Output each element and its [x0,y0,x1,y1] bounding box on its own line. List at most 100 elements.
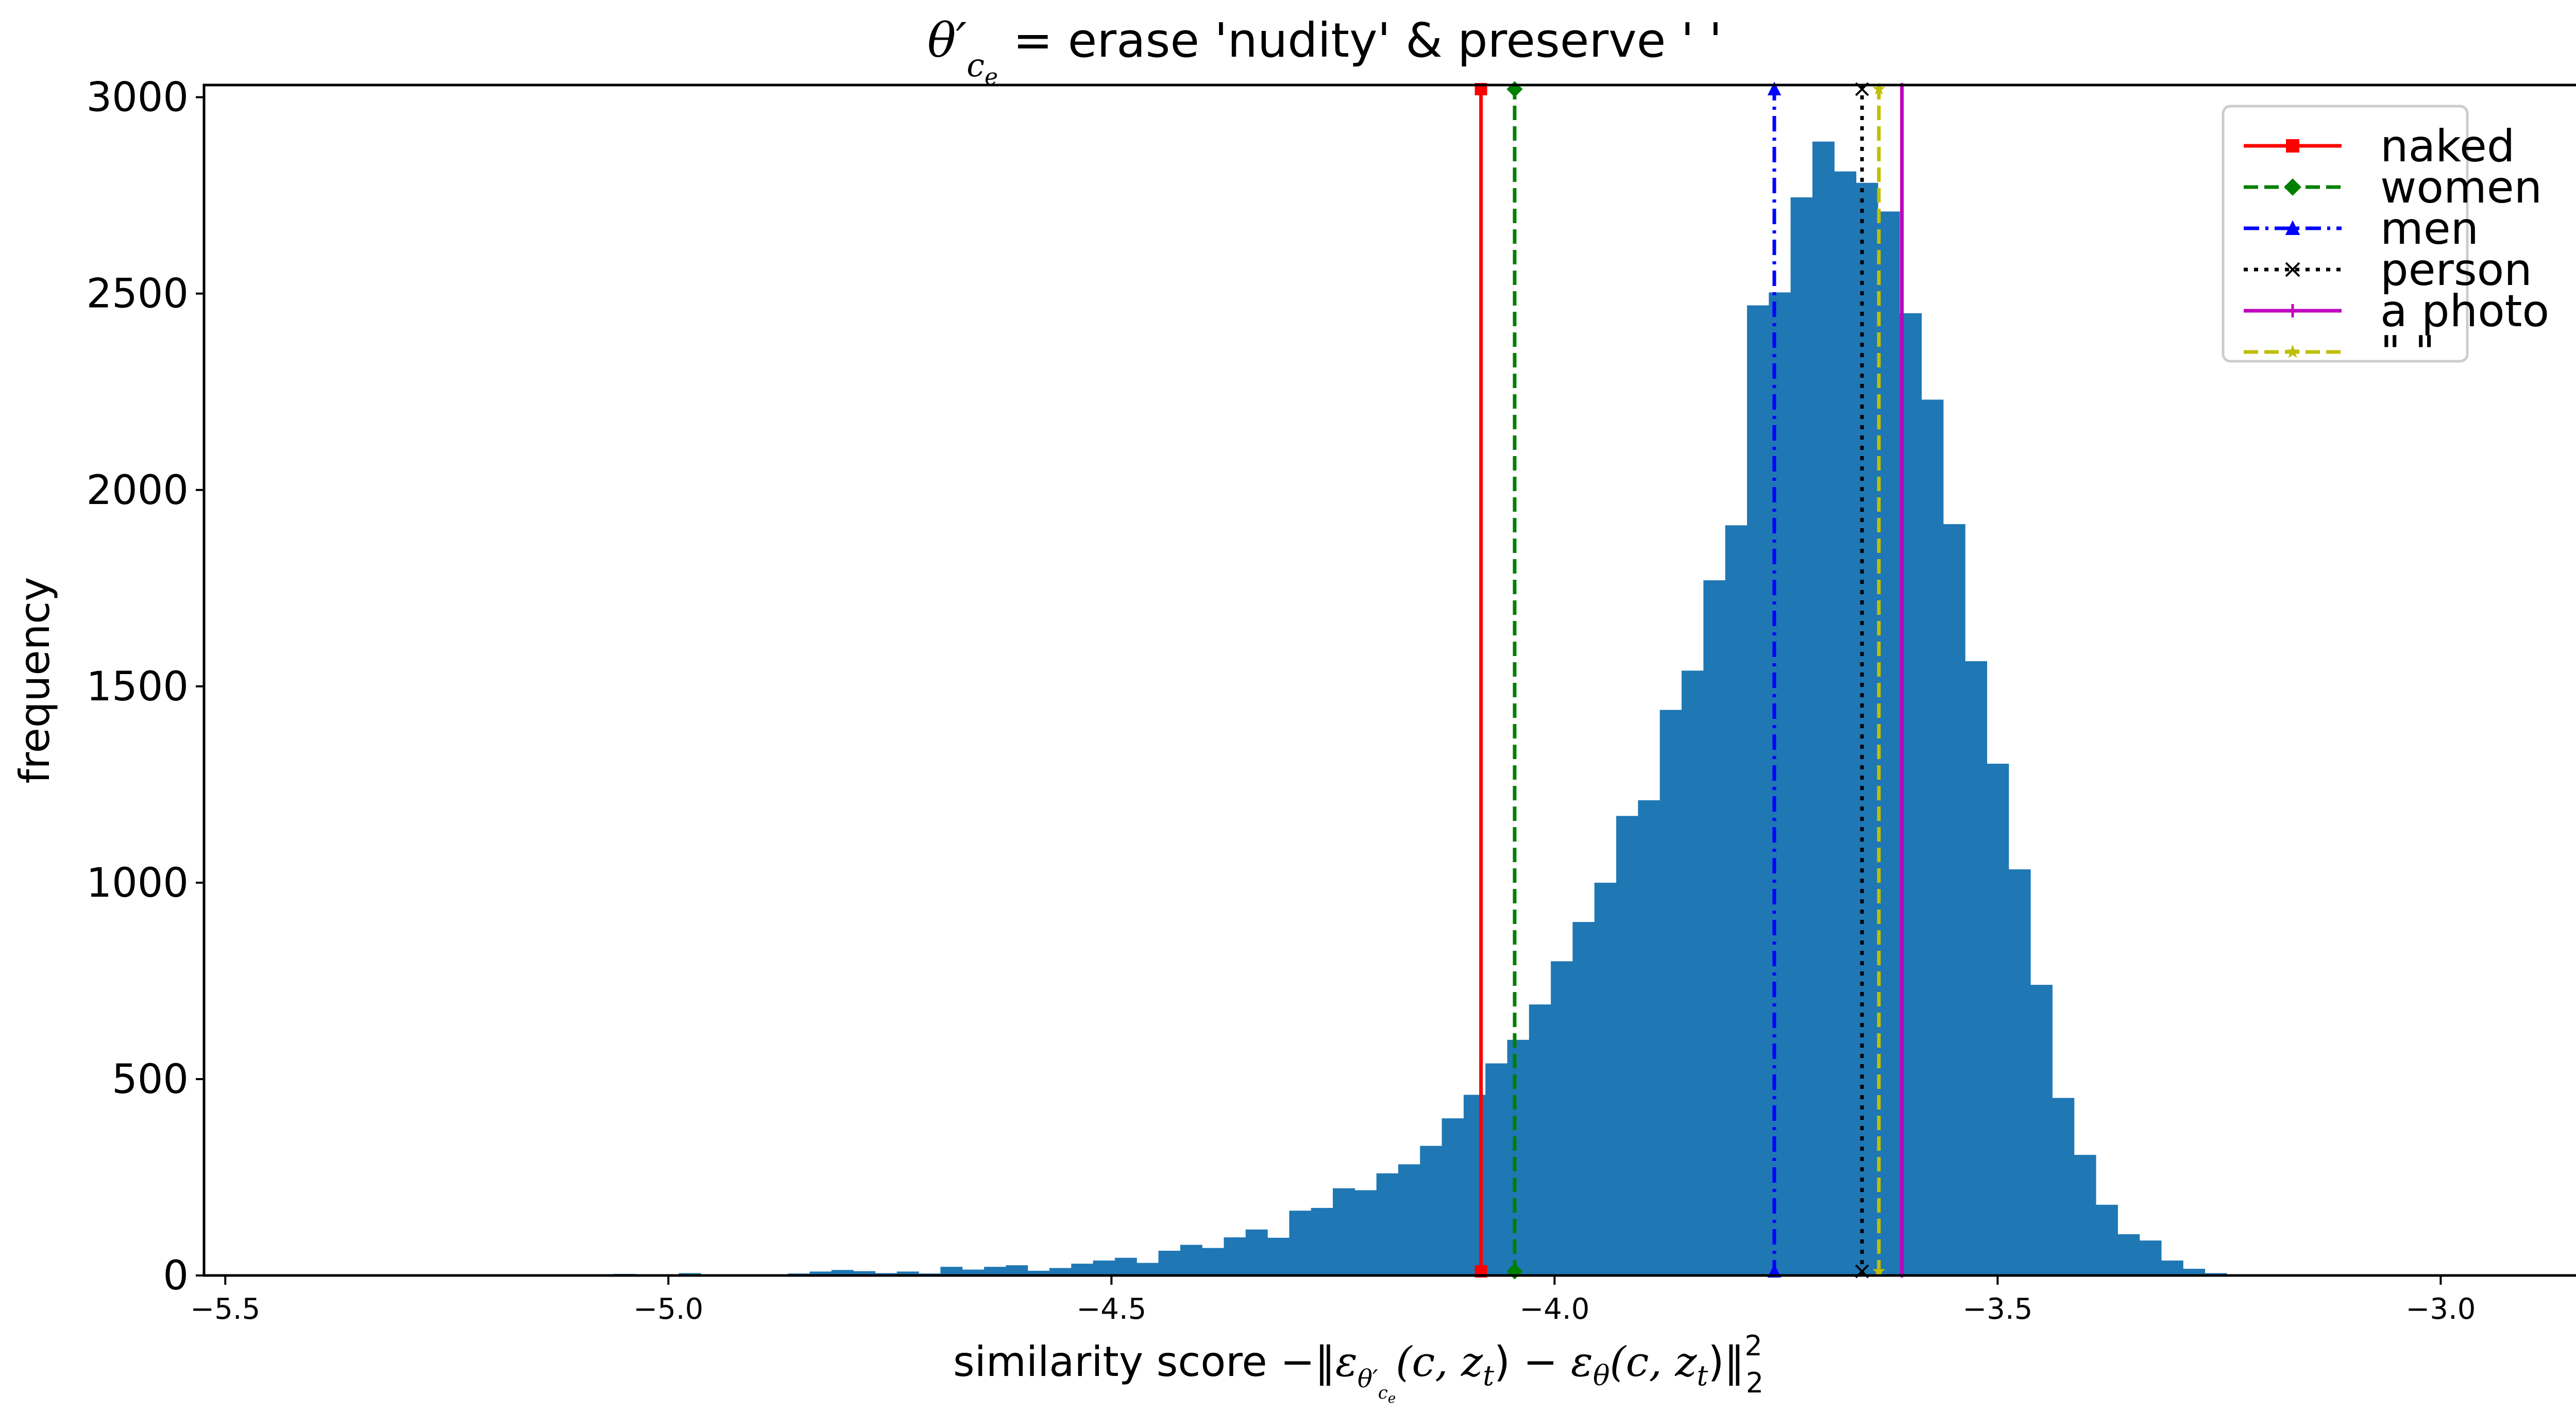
legend-item: naked [2244,121,2515,172]
legend-box [2222,105,2469,363]
y-tick-label: 1000 [86,860,189,906]
histogram-bar [2008,869,2031,1275]
histogram-bar [1856,182,1878,1275]
histogram-bar [1769,292,1791,1275]
legend-label: a photo [2380,285,2549,337]
histogram-bar [1529,1004,1551,1275]
histogram-bar [1093,1261,1115,1275]
histogram-bar [1049,1268,1072,1275]
legend-label: men [2380,203,2479,255]
histogram-bar [1659,710,1682,1275]
histogram-bar [1332,1188,1355,1275]
x-tick-label: −4.0 [1519,1292,1589,1326]
histogram-bar [1311,1207,1333,1275]
legend-label: " " [2380,327,2435,378]
histogram-bar [1812,141,1835,1275]
histogram-bar [2074,1155,2096,1275]
star-marker-icon [1872,82,1886,95]
x-tick-label: −3.5 [1962,1292,2032,1326]
y-tick-label: 2500 [86,271,189,317]
legend-label: naked [2380,121,2515,172]
histogram-bar [2183,1269,2206,1275]
legend-item: person [2244,244,2532,296]
histogram-bar [1987,763,2009,1275]
triangle-marker-icon [2285,220,2300,235]
histogram-bar [1376,1173,1399,1275]
star-marker-icon [1872,1264,1886,1277]
chart-title: θ′ce = erase 'nudity' & preserve ' ' [927,13,1722,90]
histogram-bar [1267,1237,1290,1275]
histogram-bar [1594,882,1617,1275]
diamond-marker-icon [2284,178,2301,196]
histogram-bar [984,1267,1006,1275]
histogram-bar [1180,1245,1202,1275]
axes-frame [202,83,2576,1277]
histogram-bar [831,1270,854,1275]
histogram-bar [1507,1039,1530,1275]
histogram-bar [809,1271,832,1275]
histogram-bar [1485,1063,1508,1275]
x-marker-icon [2285,262,2300,277]
histogram-bar [1354,1190,1377,1275]
histogram-bar [1289,1211,1312,1275]
legend-item: " " [2244,327,2435,378]
histogram-bar [1137,1263,1159,1275]
histogram-bars [613,141,2249,1276]
histogram-bar [1158,1250,1181,1275]
legend-item: a photo [2244,285,2549,337]
histogram-bar [1442,1118,1464,1275]
x-tick-label: −4.5 [1076,1292,1146,1326]
histogram-bar [940,1267,963,1275]
triangle-marker-icon [1767,1264,1782,1278]
histogram-bar [853,1271,876,1275]
histogram-bar [1398,1164,1420,1275]
histogram-bar [1703,580,1726,1275]
histogram-bar [2117,1234,2140,1275]
histogram-bar [1202,1248,1225,1275]
histogram-bar [1834,171,1857,1275]
x-tick-label: −5.0 [633,1292,703,1326]
histogram-bar [2139,1240,2162,1275]
histogram-bar [1943,524,1965,1275]
histogram-bar [2095,1204,2118,1275]
histogram-bar [1638,800,1660,1275]
histogram-bar [1006,1265,1028,1275]
histogram-bar [1790,197,1813,1275]
legend-item: men [2244,203,2479,255]
histogram-bar [1877,211,1900,1276]
histogram-bar [896,1271,919,1275]
histogram-bar [1682,670,1704,1275]
histogram-bar [1114,1257,1137,1275]
histogram-bar [2052,1098,2075,1275]
legend-item: women [2244,162,2542,213]
histogram-bar [2161,1261,2183,1275]
histogram-bar [1725,525,1748,1275]
x-axis-label: similarity score −‖εθ′ce(c, zt) − εθ(c, … [953,1330,1764,1406]
histogram-bar [1572,922,1595,1275]
histogram-bar [1071,1264,1094,1275]
star-marker-icon [2285,344,2300,358]
histogram-bar [1027,1270,1050,1275]
histogram-bar [962,1269,985,1275]
legend-label: women [2380,162,2542,213]
histogram-bar [1551,961,1573,1275]
y-tick-label: 1500 [86,664,189,710]
legend-label: person [2380,244,2532,296]
x-tick-label: −5.5 [190,1292,260,1326]
triangle-marker-icon [1767,81,1782,95]
x-axis-ticks: −5.5 −5.0 −4.5 −4.0 −3.5 −3.0 [190,1275,2476,1326]
x-tick-label: −3.0 [2405,1292,2476,1326]
y-axis-label: frequency [11,577,59,783]
histogram-bar [1224,1237,1246,1275]
histogram-bar [1616,816,1638,1275]
histogram-bar [1747,305,1769,1275]
y-tick-label: 2000 [86,467,189,514]
histogram-bar [1921,399,1944,1275]
histogram-bar [1965,661,1987,1275]
diamond-marker-icon [1506,81,1523,97]
square-marker-icon [2286,139,2299,153]
y-axis-ticks: 0 500 1000 1500 2000 2500 3000 [86,75,204,1299]
histogram-bar [1420,1146,1443,1275]
